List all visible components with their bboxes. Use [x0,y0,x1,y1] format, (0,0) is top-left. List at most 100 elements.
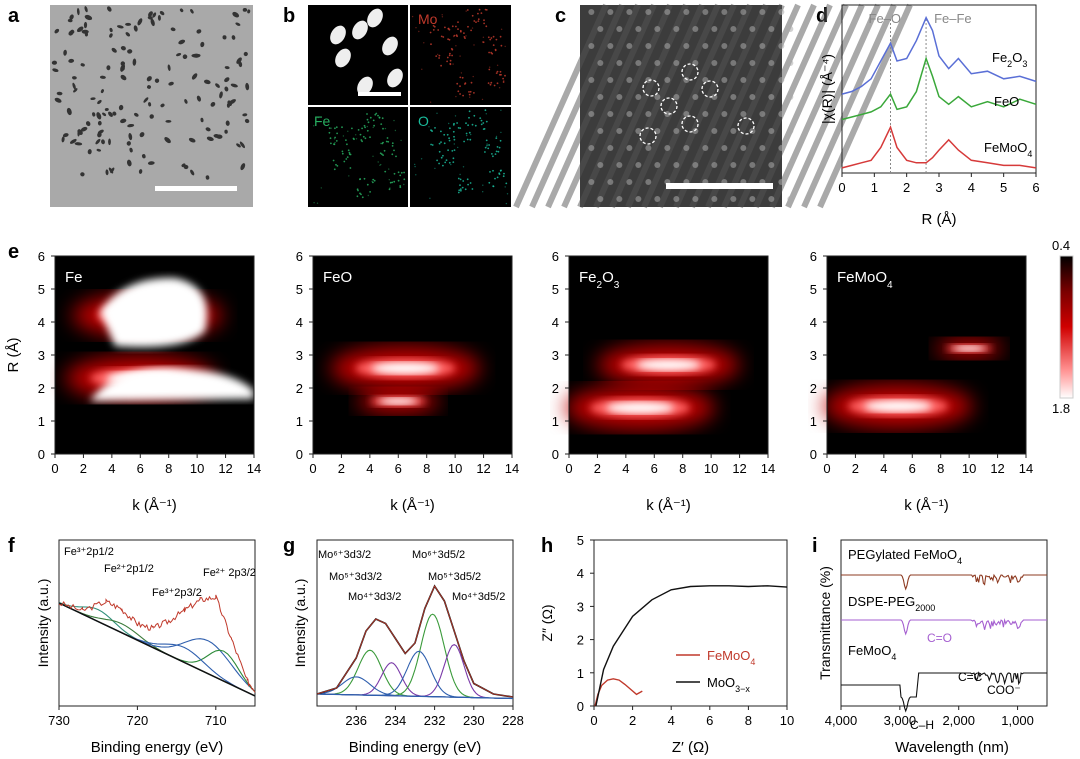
nanoparticle [236,57,242,64]
series-line-MoO3−x [595,585,788,707]
eds-dot [456,35,458,38]
nanoparticle [76,26,84,33]
atom-column [768,60,775,66]
atom-column [787,162,794,168]
eds-dot [488,181,491,184]
eds-dot [333,168,336,171]
eds-dot [384,170,387,173]
fit-peak [317,650,513,700]
nanoparticle [179,8,184,13]
x-tick-label: 0 [590,713,597,728]
x-tick-label: 236 [345,713,367,728]
intensity-core [606,401,675,414]
x-tick-label: 0 [51,461,58,476]
x-tick-label: 228 [502,713,524,728]
eds-dot [469,138,472,141]
fit-peak [317,613,513,700]
atom-column [730,60,737,66]
nanoparticle [51,60,57,65]
atom-column [635,196,642,202]
eds-dot [492,44,495,46]
y-tick-label: 3 [552,348,559,363]
atomic-lattice [513,3,913,209]
eds-dot [466,178,469,181]
map-label: Fe2O3 [579,269,620,291]
eds-dot [459,184,461,187]
x-tick-label: 10 [962,461,976,476]
eds-dot [482,128,485,131]
eds-dot [456,82,459,85]
atom-column [654,26,661,32]
saturated-region [100,277,207,347]
eds-dot [452,130,455,133]
y-axis-label: Transmittance (%) [817,566,833,680]
nanoparticle [120,64,126,72]
eds-dot [341,152,344,155]
y-axis-label: Intensity (a.u.) [292,579,308,668]
eds-dot [431,144,434,146]
eds-dot [505,182,508,185]
nanoparticle [210,102,216,107]
nanoparticle [87,149,92,155]
eds-noise [437,53,439,56]
nanoparticle [108,138,111,146]
eds-dot [440,130,442,133]
panel-letter-e: e [8,241,19,263]
nanoparticle [127,49,133,54]
scale-bar [666,183,773,189]
atom-column [654,60,661,66]
atom-column [711,196,718,202]
panel-letter-c: c [555,5,566,27]
nanoparticle [240,163,246,171]
eds-dot [496,82,499,85]
nanoparticle [243,51,248,57]
eds-dot [453,122,455,125]
eds-dot [378,116,381,119]
eds-noise [448,122,450,125]
y-tick-label: 5 [552,282,559,297]
atom-column [588,145,595,151]
eds-dot [468,91,470,93]
x-tick-label: 1 [871,180,878,195]
eds-dot [445,159,448,162]
eds-dot [470,29,472,32]
eds-dot [451,150,454,152]
intensity-core [864,400,933,413]
x-axis-label: k (Å⁻¹) [646,497,691,514]
eds-dot [448,54,451,57]
eds-noise [347,130,349,132]
eds-dot [436,159,438,162]
eds-noise [393,119,395,122]
eds-dot [403,178,406,181]
nanoparticle [143,97,149,103]
x-tick-label: 3 [935,180,942,195]
series-label-FeMoO4: FeMoO4 [984,140,1032,159]
eds-noise [441,16,444,18]
eds-dot [471,123,474,126]
x-tick-label: 6 [1032,180,1039,195]
nanoparticle [109,27,113,33]
eds-dot [366,113,368,115]
eds-dot [440,141,442,144]
nanoparticle [84,14,93,21]
eds-dot [334,127,336,130]
nanoparticle [128,133,133,141]
y-tick-label: 5 [38,282,45,297]
atom-column [711,162,718,168]
atom-column [588,111,595,117]
eds-dot [438,57,440,59]
eds-dot [373,179,376,182]
eds-dot [359,178,361,181]
eds-dot [478,8,481,11]
x-tick-label: 234 [385,713,407,728]
x-tick-label: 720 [127,713,149,728]
eds-dot [452,157,455,160]
x-tick-label: 10 [780,713,794,728]
atom-column [607,111,614,117]
nanoparticle [120,118,127,124]
eds-dot [391,142,394,145]
fe-map-dots [313,112,406,204]
x-tick-label: 14 [505,461,519,476]
eds-dot [495,150,498,153]
